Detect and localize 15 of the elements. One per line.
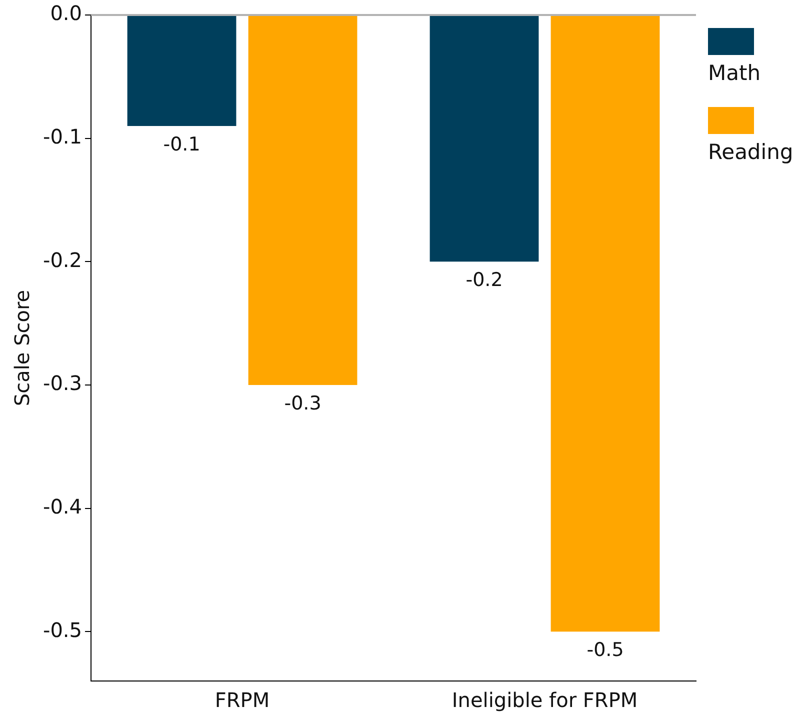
x-tick-label: FRPM	[214, 688, 270, 712]
legend-label: Math	[708, 61, 762, 85]
y-tick-label: -0.1	[42, 124, 82, 149]
y-tick-label: -0.3	[42, 371, 82, 396]
y-tick-label: -0.2	[42, 248, 82, 272]
data-label: -0.1	[163, 133, 200, 156]
data-label: -0.5	[586, 639, 624, 662]
data-label: -0.2	[466, 269, 503, 292]
data-label: -0.3	[284, 392, 322, 414]
y-tick-label: -0.5	[42, 618, 82, 642]
y-axis-title: Scale Score	[10, 290, 34, 406]
y-tick-label: -0.4	[42, 494, 82, 519]
y-tick-label: 0.0	[50, 1, 82, 26]
x-tick-label: Ineligible for FRPM	[452, 688, 638, 712]
legend-label: Reading	[708, 140, 794, 164]
